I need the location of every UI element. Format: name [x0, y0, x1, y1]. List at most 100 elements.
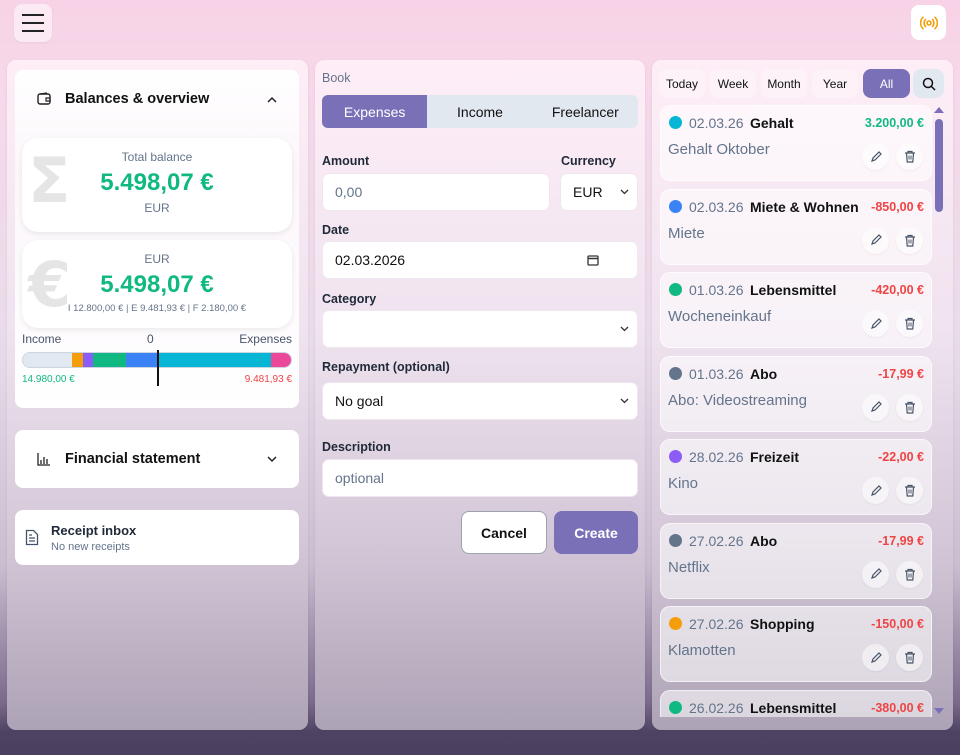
repayment-select[interactable]: No goal [322, 382, 638, 420]
transaction-item[interactable]: 28.02.26 Freizeit -22,00 € Kino [660, 439, 932, 515]
cancel-button[interactable]: Cancel [461, 511, 547, 554]
scroll-down-arrow[interactable] [934, 708, 944, 714]
edit-button[interactable] [862, 310, 889, 337]
receipt-inbox-card[interactable]: Receipt inbox No new receipts [15, 510, 299, 565]
bar-segment [71, 353, 83, 367]
transaction-description: Netflix [668, 558, 710, 576]
description-label: Description [322, 440, 391, 454]
edit-button[interactable] [862, 393, 889, 421]
category-select[interactable] [322, 310, 638, 348]
edit-button[interactable] [862, 560, 889, 588]
amount-input[interactable]: 0,00 [322, 173, 550, 211]
date-input[interactable]: 02.03.2026 [322, 241, 638, 279]
type-income[interactable]: Income [457, 103, 503, 120]
search-button[interactable] [913, 69, 944, 98]
pencil-icon [870, 234, 882, 245]
category-color-dot [669, 366, 682, 380]
transaction-item[interactable]: 01.03.26 Abo -17,99 € Abo: Videostreamin… [660, 355, 932, 432]
pencil-icon [870, 568, 882, 579]
filter-all[interactable]: All [863, 69, 910, 98]
transaction-item[interactable]: 02.03.26 Miete & Wohnen -850,00 € Miete [660, 188, 932, 265]
delete-button[interactable] [896, 226, 923, 254]
transaction-date: 02.03.26 [689, 198, 744, 215]
transaction-category: Lebensmittel [750, 282, 837, 298]
eur-balance-label: EUR [144, 252, 170, 266]
transaction-description: Wocheneinkauf [668, 308, 772, 325]
delete-button[interactable] [896, 393, 923, 421]
zero-marker [157, 350, 159, 386]
transaction-date: 26.02.26 [689, 699, 744, 716]
chevron-down-icon[interactable] [267, 455, 277, 463]
transaction-amount: -420,00 € [871, 283, 924, 297]
filter-week[interactable]: Week [710, 69, 756, 98]
transactions-panel: Today Week Month Year All 02.03.26 Gehal… [652, 60, 953, 730]
currency-label: Currency [561, 154, 616, 168]
eur-balance-card: € EUR 5.498,07 € I 12.800,00 € | E 9.481… [22, 240, 292, 328]
chevron-down-icon [620, 398, 629, 404]
bar-segment [157, 353, 272, 367]
transaction-item[interactable]: 02.03.26 Gehalt 3.200,00 € Gehalt Oktobe… [660, 105, 932, 181]
repayment-label: Repayment (optional) [322, 360, 450, 374]
transaction-category: Miete & Wohnen [750, 198, 859, 215]
total-balance-amount: 5.498,07 € [100, 169, 214, 196]
eur-balance-amount: 5.498,07 € [100, 271, 214, 298]
create-button[interactable]: Create [554, 511, 638, 554]
currency-select[interactable]: EUR [560, 173, 638, 211]
scrollbar-thumb[interactable] [935, 119, 943, 212]
delete-button[interactable] [896, 644, 923, 671]
top-bar [0, 0, 960, 46]
delete-button[interactable] [896, 143, 923, 170]
filter-today[interactable]: Today [659, 69, 705, 98]
menu-button[interactable] [14, 4, 52, 42]
transaction-list: 02.03.26 Gehalt 3.200,00 € Gehalt Oktobe… [660, 105, 932, 717]
pencil-icon [870, 484, 882, 496]
transaction-category: Abo [750, 532, 778, 549]
trash-icon [904, 317, 915, 330]
description-placeholder: optional [335, 470, 385, 486]
type-freelancer[interactable]: Freelancer [551, 103, 619, 120]
transaction-item[interactable]: 01.03.26 Lebensmittel -420,00 € Wochenei… [660, 272, 932, 348]
booking-type-toggle: Expenses Income Freelancer [322, 95, 638, 128]
scroll-up-arrow[interactable] [934, 107, 944, 113]
delete-button[interactable] [896, 310, 923, 337]
chevron-up-icon[interactable] [267, 96, 277, 103]
transaction-item[interactable]: 26.02.26 Lebensmittel -380,00 € [660, 689, 932, 717]
date-value: 02.03.2026 [335, 252, 406, 268]
filter-month[interactable]: Month [761, 69, 807, 98]
chevron-down-icon [620, 326, 629, 332]
transaction-amount: -380,00 € [871, 700, 924, 715]
edit-button[interactable] [862, 477, 889, 504]
edit-button[interactable] [862, 226, 889, 254]
live-status-button[interactable] [911, 5, 946, 40]
transaction-amount: -17,99 € [878, 366, 924, 381]
transaction-item[interactable]: 27.02.26 Shopping -150,00 € Klamotten [660, 606, 932, 682]
expenses-label: Expenses [239, 332, 292, 346]
broadcast-icon [919, 16, 938, 29]
amount-placeholder: 0,00 [335, 184, 363, 200]
income-total: 14.980,00 € [22, 374, 75, 385]
transaction-description: Klamotten [668, 642, 736, 659]
category-color-dot [669, 283, 682, 296]
financial-statement-card[interactable]: Financial statement [15, 430, 299, 488]
delete-button[interactable] [896, 560, 923, 588]
pencil-icon [870, 150, 882, 162]
total-balance-currency: EUR [144, 201, 170, 215]
trash-icon [904, 651, 915, 664]
transaction-amount: -22,00 € [878, 450, 924, 464]
filter-year[interactable]: Year [812, 69, 858, 98]
edit-button[interactable] [862, 644, 889, 671]
balances-header[interactable]: Balances & overview [15, 70, 299, 128]
type-expenses[interactable]: Expenses [322, 95, 428, 128]
description-input[interactable]: optional [322, 459, 638, 497]
zero-label: 0 [146, 332, 154, 346]
trash-icon [904, 401, 915, 414]
transaction-description: Kino [668, 475, 699, 492]
transaction-item[interactable]: 27.02.26 Abo -17,99 € Netflix [660, 522, 932, 599]
edit-button[interactable] [862, 143, 889, 170]
delete-button[interactable] [896, 477, 923, 504]
transaction-date: 01.03.26 [689, 282, 744, 298]
trash-icon [904, 150, 915, 163]
category-label: Category [322, 292, 377, 306]
calendar-icon[interactable] [587, 254, 599, 266]
transaction-category: Shopping [750, 616, 815, 632]
